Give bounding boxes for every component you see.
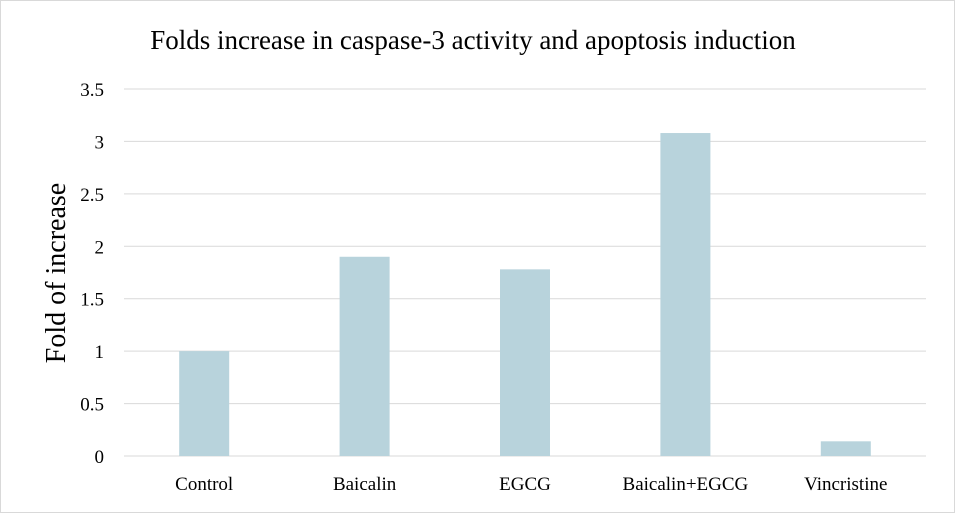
x-tick-label: Baicalin [333, 474, 397, 495]
chart-title: Folds increase in caspase-3 activity and… [150, 25, 796, 55]
bar-control [179, 351, 230, 456]
y-tick-label: 0 [95, 447, 105, 468]
x-tick-label: Control [175, 474, 233, 495]
x-tick-label: EGCG [499, 474, 551, 495]
y-tick-label: 2.5 [80, 185, 104, 206]
y-tick-label: 1.5 [80, 290, 104, 311]
x-tick-label: Baicalin+EGCG [623, 474, 749, 495]
y-axis-title: Fold of increase [41, 183, 72, 363]
y-tick-label: 0.5 [80, 395, 104, 416]
y-tick-label: 3.5 [80, 80, 104, 101]
y-tick-label: 1 [95, 342, 105, 363]
bar-vincristine [820, 441, 871, 456]
y-tick-label: 3 [95, 132, 105, 153]
bar-baicalin-egcg [660, 133, 711, 457]
y-tick-labels: 0 0.5 1 1.5 2 2.5 3 3.5 [80, 80, 104, 468]
bars [179, 133, 871, 457]
x-tick-label: Vincristine [804, 474, 887, 495]
bar-baicalin [339, 256, 390, 456]
y-tick-label: 2 [95, 237, 105, 258]
x-tick-labels: Control Baicalin EGCG Baicalin+EGCG Vincrist… [175, 474, 887, 495]
bar-egcg [500, 269, 550, 456]
